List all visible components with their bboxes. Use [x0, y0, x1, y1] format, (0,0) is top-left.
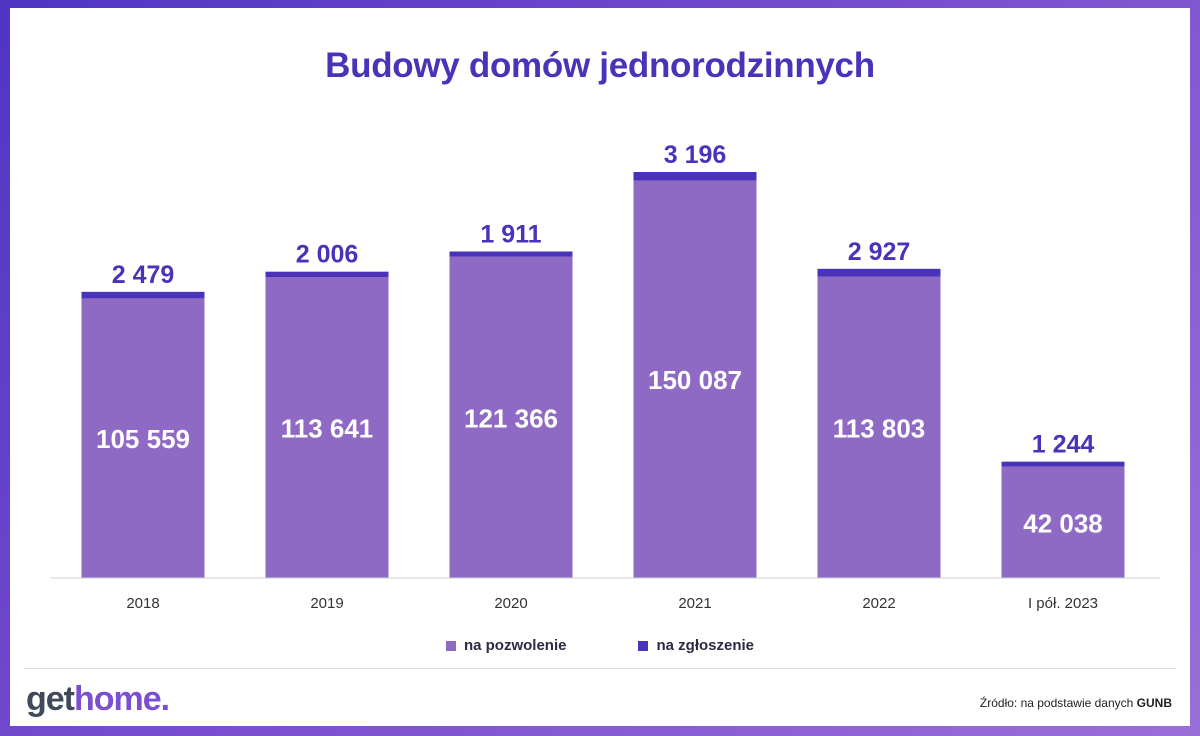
footer-divider	[24, 668, 1176, 669]
source-note: Źródło: na podstawie danych GUNB	[980, 696, 1172, 710]
bar-pozwolenie-4	[817, 276, 941, 578]
chart-title: Budowy domów jednorodzinnych	[325, 46, 875, 85]
legend-item-pozwolenie: na pozwolenie	[445, 637, 567, 654]
bar-zgloszenie-2	[449, 251, 573, 257]
bar-pozwolenie-3	[633, 180, 757, 579]
bar-pozwolenie-1	[265, 276, 389, 578]
logo-home: home.	[74, 680, 170, 718]
data-label-zgloszenie-2: 1 911	[480, 220, 541, 248]
source-name: GUNB	[1136, 696, 1172, 710]
x-tick-label-3: 2021	[678, 595, 711, 612]
legend-label-pozwolenie: na pozwolenie	[463, 637, 567, 654]
bar-zgloszenie-5	[1001, 461, 1125, 467]
legend: na pozwolenie na zgłoszenie	[10, 637, 1190, 654]
data-label-pozwolenie-0: 105 559	[96, 424, 190, 454]
bar-zgloszenie-1	[265, 271, 389, 277]
chart-card: Budowy domów jednorodzinnych 105 559 2 47…	[10, 8, 1190, 726]
data-label-pozwolenie-4: 113 803	[833, 413, 926, 443]
gethome-logo[interactable]: gethome.	[26, 680, 170, 719]
data-label-pozwolenie-2: 121 366	[464, 403, 558, 433]
x-tick-label-0: 2018	[126, 595, 159, 612]
legend-item-zgloszenie: na zgłoszenie	[638, 637, 754, 654]
logo-get: get	[26, 680, 75, 718]
data-label-zgloszenie-3: 3 196	[664, 141, 727, 169]
bar-chart: 105 559 2 479 2018 113 641 2 006 2019 121 366 1…	[50, 141, 1160, 612]
data-label-pozwolenie-5: 42 038	[1023, 508, 1103, 538]
data-label-pozwolenie-3: 150 087	[648, 365, 742, 395]
data-label-zgloszenie-0: 2 479	[112, 261, 175, 289]
x-tick-label-1: 2019	[310, 595, 343, 612]
legend-label-zgloszenie: na zgłoszenie	[656, 637, 755, 654]
data-label-pozwolenie-1: 113 641	[281, 413, 374, 443]
legend-swatch-zgloszenie	[638, 640, 649, 651]
bar-zgloszenie-4	[817, 268, 941, 277]
bar-pozwolenie-5	[1001, 466, 1125, 578]
x-tick-label-4: 2022	[862, 595, 895, 612]
legend-swatch-pozwolenie	[445, 640, 456, 651]
data-label-zgloszenie-1: 2 006	[296, 241, 359, 269]
x-tick-label-5: I pół. 2023	[1028, 595, 1098, 612]
source-prefix: Źródło: na podstawie danych	[979, 696, 1137, 710]
data-label-zgloszenie-5: 1 244	[1032, 431, 1095, 459]
bar-zgloszenie-3	[633, 172, 757, 181]
bar-zgloszenie-0	[81, 291, 205, 299]
bar-pozwolenie-0	[81, 298, 205, 578]
bar-pozwolenie-2	[449, 256, 573, 578]
x-tick-label-2: 2020	[494, 595, 527, 612]
data-label-zgloszenie-4: 2 927	[848, 238, 911, 266]
